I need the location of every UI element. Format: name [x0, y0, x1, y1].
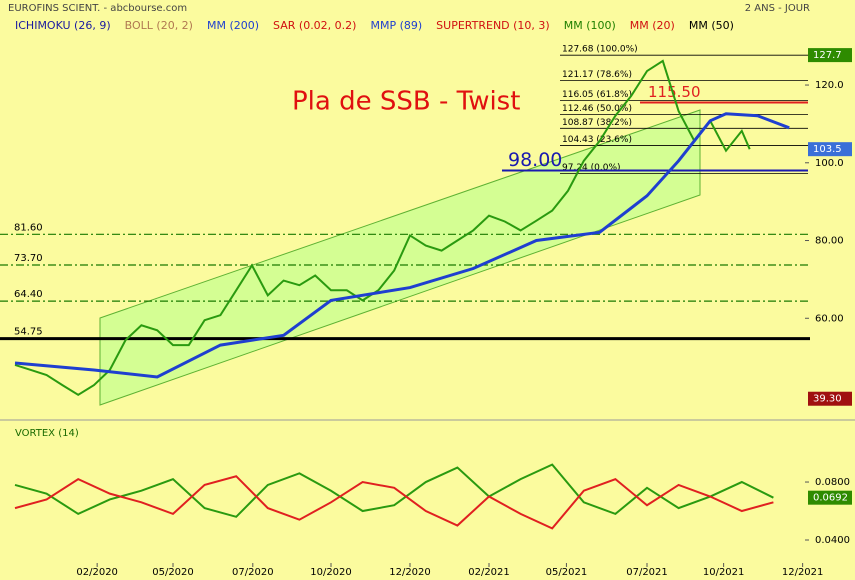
annotation: 98.00	[508, 149, 562, 171]
fib-label: 116.05 (61.8%)	[562, 90, 632, 100]
x-tick-label: 07/2020	[232, 567, 274, 578]
y-tick-label: 100.0	[815, 158, 844, 169]
fib-label: 121.17 (78.6%)	[562, 70, 632, 80]
y-tick-label: 80.00	[815, 236, 844, 247]
indicator-label: MM (100)	[564, 19, 616, 32]
level-label: 73.70	[14, 253, 43, 264]
x-tick-label: 02/2021	[468, 567, 510, 578]
price-tag	[808, 142, 852, 157]
indicator-label: ICHIMOKU (26, 9)	[15, 19, 111, 32]
y-tick-label: 120.0	[815, 80, 844, 91]
x-tick-label: 05/2021	[546, 567, 588, 578]
indicator-label: BOLL (20, 2)	[125, 19, 193, 32]
price-tag	[808, 391, 852, 406]
y-tick-label: 0.0800	[815, 477, 850, 488]
y-tick-label: 60.00	[815, 313, 844, 324]
indicator-label: SUPERTREND (10, 3)	[436, 19, 550, 32]
x-tick-label: 07/2021	[626, 567, 668, 578]
x-tick-label: 02/2020	[76, 567, 118, 578]
fib-label: 108.87 (38.2%)	[562, 118, 632, 128]
y-tick-label: 0.0400	[815, 535, 850, 546]
x-tick-label: 10/2020	[310, 567, 352, 578]
fib-label: 112.46 (50.0%)	[562, 104, 632, 114]
panel-title: VORTEX (14)	[15, 428, 79, 439]
source: EUROFINS SCIENT. - abcbourse.com	[8, 3, 187, 14]
level-label: 64.40	[14, 289, 43, 300]
indicator-label: MM (20)	[630, 19, 675, 32]
fib-label: 104.43 (23.6%)	[562, 135, 632, 145]
x-tick-label: 05/2020	[152, 567, 194, 578]
annotation: 115.50	[648, 83, 701, 101]
price-line	[14, 112, 790, 379]
fib-label: 97.24 (0.0%)	[562, 163, 621, 173]
price-line	[14, 475, 774, 530]
fib-label: 127.68 (100.0%)	[562, 45, 638, 55]
chart-title: Pla de SSB - Twist	[292, 87, 520, 117]
price-tag	[808, 48, 852, 63]
period: 2 ANS - JOUR	[745, 3, 810, 14]
indicator-label: SAR (0.02, 0.2)	[273, 19, 356, 32]
price-line	[14, 463, 774, 518]
price-line	[14, 59, 751, 397]
x-tick-label: 10/2021	[703, 567, 745, 578]
price-tag	[808, 490, 852, 505]
level-label: 54.75	[14, 327, 43, 338]
x-tick-label: 12/2021	[782, 567, 824, 578]
indicator-label: MM (200)	[207, 19, 259, 32]
price-tag-label: 39.30	[813, 394, 842, 405]
price-tag-label: 0.0692	[813, 493, 848, 504]
level-label: 81.60	[14, 222, 43, 233]
indicator-label: MM (50)	[689, 19, 734, 32]
price-tag-label: 127.7	[813, 50, 842, 61]
x-tick-label: 12/2020	[389, 567, 431, 578]
indicator-label: MMP (89)	[370, 19, 422, 32]
price-tag-label: 103.5	[813, 144, 842, 155]
